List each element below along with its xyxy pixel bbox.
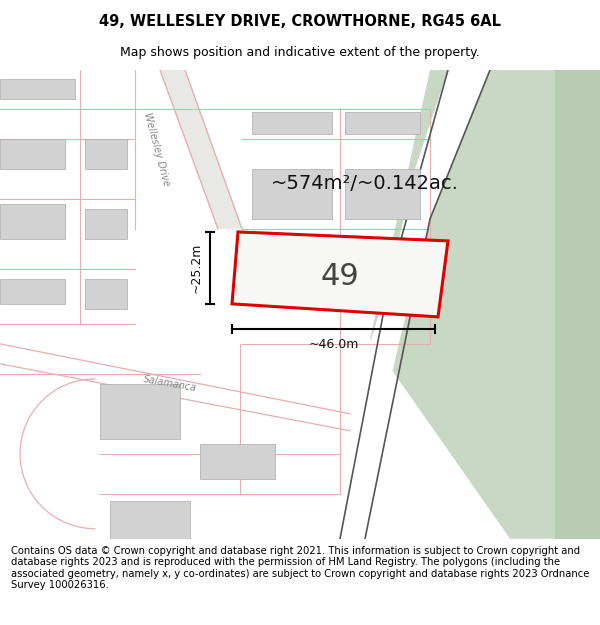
Bar <box>345 169 420 219</box>
Polygon shape <box>555 70 600 539</box>
Bar <box>0 279 65 304</box>
Text: ~574m²/~0.142ac.: ~574m²/~0.142ac. <box>271 174 459 194</box>
Text: Map shows position and indicative extent of the property.: Map shows position and indicative extent… <box>120 46 480 59</box>
Bar <box>100 384 180 439</box>
Bar <box>200 444 275 479</box>
Bar <box>85 209 127 239</box>
Bar <box>252 239 332 279</box>
Polygon shape <box>280 70 490 539</box>
Bar <box>0 79 75 99</box>
Text: Wellesley Drive: Wellesley Drive <box>142 111 172 187</box>
Bar <box>252 169 332 219</box>
Polygon shape <box>160 70 242 229</box>
Bar <box>85 279 127 309</box>
Text: 49, WELLESLEY DRIVE, CROWTHORNE, RG45 6AL: 49, WELLESLEY DRIVE, CROWTHORNE, RG45 6A… <box>99 14 501 29</box>
Text: ~46.0m: ~46.0m <box>308 338 359 351</box>
Bar <box>252 112 332 134</box>
Text: Salamanca: Salamanca <box>143 374 197 394</box>
Polygon shape <box>232 232 448 317</box>
Bar <box>85 139 127 169</box>
Text: 49: 49 <box>320 262 359 291</box>
Bar <box>345 112 420 134</box>
Polygon shape <box>370 70 600 539</box>
Bar <box>110 501 190 539</box>
Bar <box>0 204 65 239</box>
Text: ~25.2m: ~25.2m <box>190 242 203 293</box>
Bar <box>0 139 65 169</box>
Text: Contains OS data © Crown copyright and database right 2021. This information is : Contains OS data © Crown copyright and d… <box>11 546 589 591</box>
